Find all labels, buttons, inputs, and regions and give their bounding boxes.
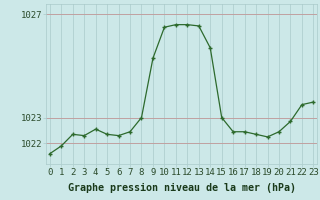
X-axis label: Graphe pression niveau de la mer (hPa): Graphe pression niveau de la mer (hPa) <box>68 183 296 193</box>
